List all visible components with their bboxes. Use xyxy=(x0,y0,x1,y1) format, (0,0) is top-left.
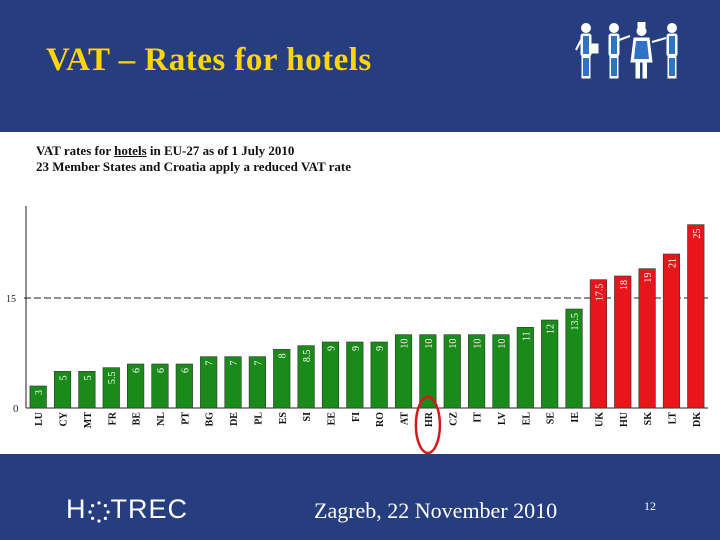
category-label-hu: HU xyxy=(619,412,630,427)
category-label-lu: LU xyxy=(34,412,45,426)
bar-value-label: 6 xyxy=(132,368,143,373)
bar-es xyxy=(273,349,291,409)
bar-dk xyxy=(687,224,705,409)
category-label-lv: LV xyxy=(497,411,508,425)
category-label-dk: DK xyxy=(692,412,703,427)
bar-value-label: 5.5 xyxy=(107,372,118,385)
bar-value-label: 13.5 xyxy=(570,313,581,331)
category-label-se: SE xyxy=(546,412,557,425)
bar-ee xyxy=(321,341,340,409)
category-label-fi: FI xyxy=(351,412,362,422)
bar-ro xyxy=(370,341,388,409)
bar-value-label: 17.5 xyxy=(594,284,605,302)
bar-value-label: 7 xyxy=(205,361,216,366)
bar-at xyxy=(394,334,413,409)
category-label-nl: NL xyxy=(156,412,167,426)
page-number: 12 xyxy=(644,499,656,513)
category-label-ie: IE xyxy=(570,412,581,423)
logo-star-circle-icon xyxy=(87,499,110,523)
bar-it xyxy=(468,334,486,409)
highlight-circle-hr xyxy=(414,395,442,454)
y-tick-label: 0 xyxy=(13,403,19,415)
bar-value-label: 9 xyxy=(326,346,337,351)
bar-value-label: 5 xyxy=(83,375,94,380)
bar-hu xyxy=(614,275,632,409)
category-label-mt: MT xyxy=(83,412,94,428)
bar-value-label: 11 xyxy=(521,331,532,341)
bar-de xyxy=(224,356,242,409)
bar-uk xyxy=(589,279,607,409)
bar-value-label: 19 xyxy=(643,273,654,283)
bar-value-label: 7 xyxy=(253,361,264,366)
bar-value-label: 10 xyxy=(400,339,411,349)
category-label-de: DE xyxy=(229,412,240,426)
bar-se xyxy=(541,319,559,409)
bar-value-label: 8 xyxy=(278,353,289,358)
bar-value-label: 12 xyxy=(546,324,557,334)
category-label-ee: EE xyxy=(326,412,337,426)
bar-pt xyxy=(175,363,193,409)
bar-value-label: 8.5 xyxy=(302,350,313,363)
category-label-si: SI xyxy=(302,412,313,422)
reference-line-label: 15 xyxy=(6,294,16,305)
bar-value-label: 10 xyxy=(473,339,484,349)
bar-be xyxy=(127,363,145,409)
category-label-el: EL xyxy=(521,412,532,426)
category-label-hr: HR xyxy=(424,411,435,427)
bar-value-label: 9 xyxy=(375,346,386,351)
bar-value-label: 3 xyxy=(34,390,45,395)
chart-panel: VAT rates for hotels in EU-27 as of 1 Ju… xyxy=(0,132,720,454)
bar-value-label: 5 xyxy=(59,375,70,380)
category-label-pl: PL xyxy=(253,412,264,425)
bar-fi xyxy=(346,341,364,409)
chart-subtitle: 23 Member States and Croatia apply a red… xyxy=(36,159,352,174)
slide-title: VAT – Rates for hotels xyxy=(46,42,372,78)
category-label-be: BE xyxy=(132,412,143,426)
bar-el xyxy=(516,327,534,409)
category-label-cz: CZ xyxy=(448,412,459,426)
bar-value-label: 10 xyxy=(424,339,435,349)
bar-si xyxy=(297,345,315,409)
category-label-cy: CY xyxy=(59,411,70,426)
bar-lv xyxy=(492,334,510,409)
bar-cz xyxy=(443,334,461,409)
bar-nl xyxy=(151,363,169,409)
hotel-staff-icon xyxy=(575,22,678,79)
category-label-fr: FR xyxy=(107,411,118,425)
bar-pl xyxy=(248,356,266,409)
category-label-es: ES xyxy=(278,412,289,425)
vat-bar-chart: 0 15 3 LU 5 CY 5 MT 5.5 FR 6 BE 6 NL 6 PT 7 BG 7 DE 7 PL 8 ES 8.… xyxy=(6,206,708,454)
bar-value-label: 18 xyxy=(619,280,630,290)
bar-value-label: 25 xyxy=(692,229,703,239)
bar-lu xyxy=(29,385,47,409)
category-label-uk: UK xyxy=(594,412,605,427)
chart-title: VAT rates for hotels in EU-27 as of 1 Ju… xyxy=(36,143,352,174)
category-label-bg: BG xyxy=(205,412,216,427)
bar-ie xyxy=(565,308,583,409)
bar-lt xyxy=(662,253,681,409)
category-label-sk: SK xyxy=(643,412,654,426)
bar-value-label: 10 xyxy=(448,339,459,349)
category-label-lt: LT xyxy=(667,412,678,425)
bar-value-label: 6 xyxy=(156,368,167,373)
category-label-it: IT xyxy=(473,412,484,423)
footer-location-date: Zagreb, 22 November 2010 xyxy=(314,498,558,523)
bar-value-label: 10 xyxy=(497,339,508,349)
bar-fr xyxy=(102,367,120,409)
category-label-at: AT xyxy=(400,412,411,425)
bar-mt xyxy=(78,371,96,409)
category-label-ro: RO xyxy=(375,412,386,427)
bar-value-label: 21 xyxy=(667,258,678,268)
category-label-pt: PT xyxy=(180,412,191,425)
bar-value-label: 9 xyxy=(351,346,362,351)
bar-value-label: 7 xyxy=(229,361,240,366)
bar-bg xyxy=(200,356,218,409)
bar-hr xyxy=(419,334,437,409)
bar-sk xyxy=(638,268,656,409)
bar-cy xyxy=(53,371,72,409)
hotrec-logo: H TREC xyxy=(66,494,188,524)
bar-value-label: 6 xyxy=(180,368,191,373)
